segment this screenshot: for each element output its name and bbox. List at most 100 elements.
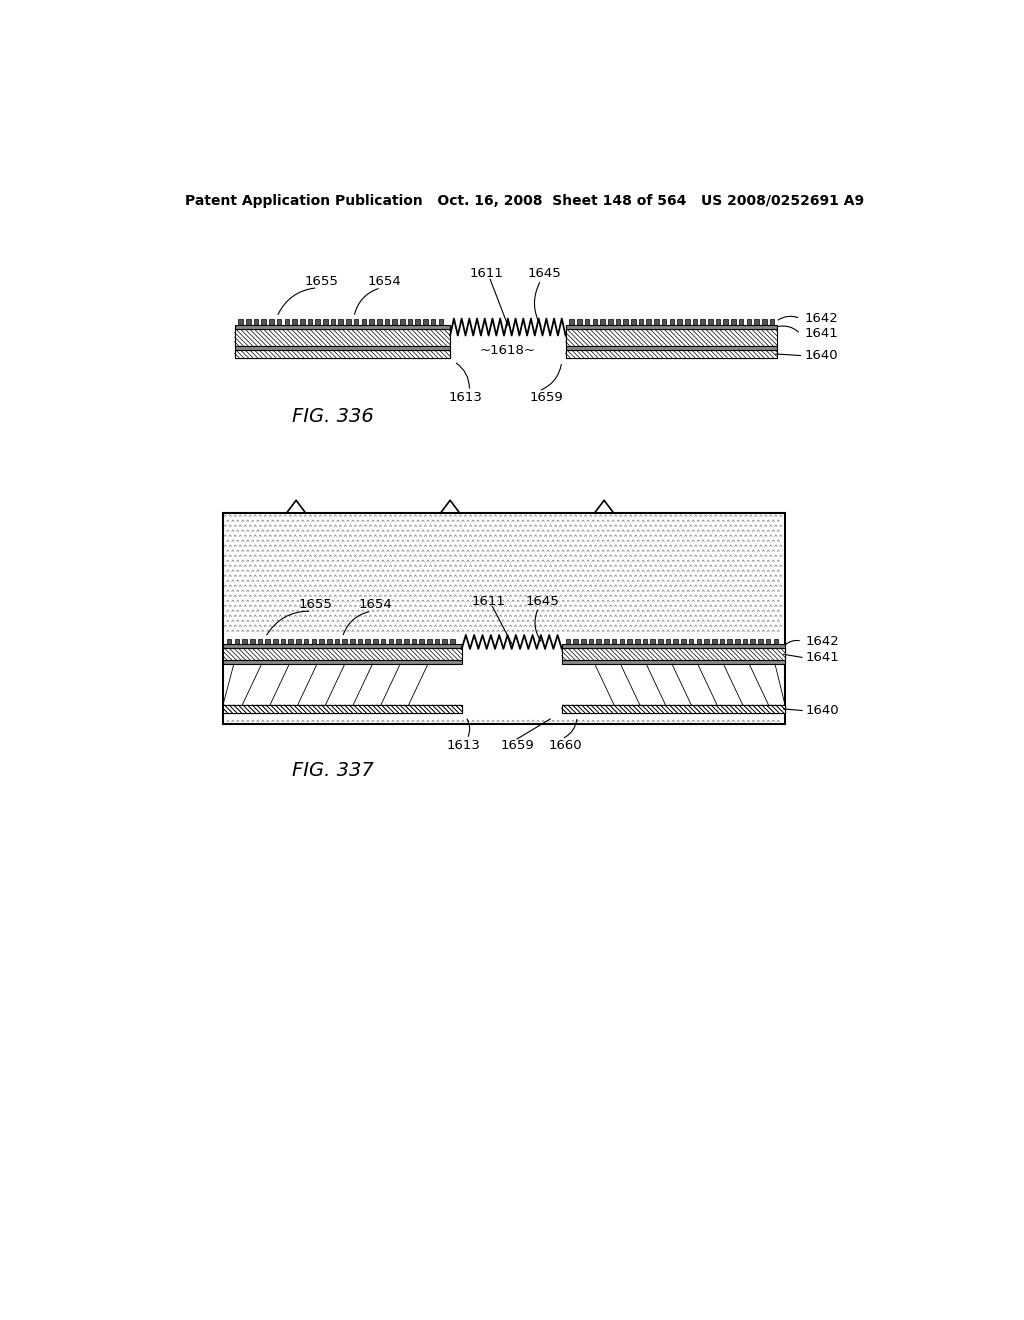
Bar bbox=[643, 639, 647, 644]
Bar bbox=[254, 318, 258, 325]
Bar bbox=[562, 648, 785, 660]
Bar bbox=[670, 318, 674, 325]
Bar bbox=[562, 705, 785, 713]
Bar bbox=[593, 318, 597, 325]
Bar bbox=[773, 639, 778, 644]
Bar bbox=[608, 318, 612, 325]
Bar bbox=[361, 318, 367, 325]
Bar bbox=[234, 350, 451, 358]
Bar bbox=[269, 318, 273, 325]
Bar bbox=[646, 318, 651, 325]
Bar bbox=[562, 660, 785, 664]
Text: 1641: 1641 bbox=[806, 651, 840, 664]
Text: Patent Application Publication   Oct. 16, 2008  Sheet 148 of 564   US 2008/02526: Patent Application Publication Oct. 16, … bbox=[185, 194, 864, 207]
Bar bbox=[273, 639, 278, 644]
Bar bbox=[600, 318, 605, 325]
Bar bbox=[731, 318, 736, 325]
Bar bbox=[573, 639, 578, 644]
Bar bbox=[243, 639, 247, 644]
Bar bbox=[261, 318, 266, 325]
Text: 1611: 1611 bbox=[472, 594, 506, 607]
Bar bbox=[624, 318, 628, 325]
Bar bbox=[569, 318, 574, 325]
Bar bbox=[724, 318, 728, 325]
Bar bbox=[578, 318, 582, 325]
Bar bbox=[285, 318, 289, 325]
Bar bbox=[392, 318, 397, 325]
Bar bbox=[292, 318, 297, 325]
Bar bbox=[335, 639, 339, 644]
Bar bbox=[234, 330, 451, 346]
Text: 1655: 1655 bbox=[304, 275, 339, 288]
Bar bbox=[234, 350, 451, 358]
Bar bbox=[681, 639, 686, 644]
Bar bbox=[762, 318, 767, 325]
Bar bbox=[565, 639, 570, 644]
Text: 1641: 1641 bbox=[804, 327, 838, 341]
Bar bbox=[604, 639, 608, 644]
Bar bbox=[705, 639, 709, 644]
Bar bbox=[585, 318, 590, 325]
Bar bbox=[265, 639, 270, 644]
Bar bbox=[234, 639, 240, 644]
Bar bbox=[300, 318, 304, 325]
Bar bbox=[739, 318, 743, 325]
Bar bbox=[388, 639, 393, 644]
Bar bbox=[276, 318, 282, 325]
Text: 1654: 1654 bbox=[358, 598, 392, 611]
Bar bbox=[770, 318, 774, 325]
Bar bbox=[339, 318, 343, 325]
Bar bbox=[354, 318, 358, 325]
Bar bbox=[720, 639, 724, 644]
Bar bbox=[350, 639, 354, 644]
Bar bbox=[323, 318, 328, 325]
Bar bbox=[562, 644, 785, 648]
Bar bbox=[589, 639, 593, 644]
Text: 1645: 1645 bbox=[528, 268, 562, 280]
Bar bbox=[442, 639, 447, 644]
Text: 1640: 1640 bbox=[804, 348, 838, 362]
Bar bbox=[662, 318, 667, 325]
Bar bbox=[766, 639, 770, 644]
Bar bbox=[246, 318, 251, 325]
Bar bbox=[377, 318, 382, 325]
Bar bbox=[751, 639, 755, 644]
Bar bbox=[565, 350, 777, 358]
Bar bbox=[234, 325, 451, 330]
Bar bbox=[315, 318, 319, 325]
Bar bbox=[381, 639, 385, 644]
Bar bbox=[319, 639, 324, 644]
Bar bbox=[250, 639, 255, 644]
Bar bbox=[431, 318, 435, 325]
Bar bbox=[565, 350, 777, 358]
Text: 1645: 1645 bbox=[525, 594, 559, 607]
Text: 1654: 1654 bbox=[368, 275, 401, 288]
Bar bbox=[635, 639, 640, 644]
Bar bbox=[735, 639, 739, 644]
Bar bbox=[689, 639, 693, 644]
Bar bbox=[373, 639, 378, 644]
Text: 1659: 1659 bbox=[529, 391, 563, 404]
Bar bbox=[611, 639, 616, 644]
Text: FIG. 337: FIG. 337 bbox=[292, 762, 374, 780]
Bar bbox=[419, 639, 424, 644]
Bar bbox=[758, 639, 763, 644]
Bar bbox=[223, 644, 462, 648]
Bar bbox=[357, 639, 362, 644]
Bar bbox=[596, 639, 601, 644]
Bar bbox=[304, 639, 308, 644]
Text: 1655: 1655 bbox=[298, 598, 333, 611]
Bar bbox=[581, 639, 586, 644]
Bar bbox=[700, 318, 705, 325]
Text: 1613: 1613 bbox=[449, 391, 482, 404]
Text: 1642: 1642 bbox=[804, 312, 838, 325]
Bar bbox=[416, 318, 420, 325]
Bar bbox=[258, 639, 262, 644]
Bar bbox=[677, 318, 682, 325]
Bar bbox=[708, 318, 713, 325]
Text: ~1618~: ~1618~ bbox=[480, 345, 536, 358]
Bar bbox=[712, 639, 717, 644]
Bar bbox=[615, 318, 621, 325]
Text: 1659: 1659 bbox=[501, 739, 534, 751]
Bar bbox=[289, 639, 293, 644]
